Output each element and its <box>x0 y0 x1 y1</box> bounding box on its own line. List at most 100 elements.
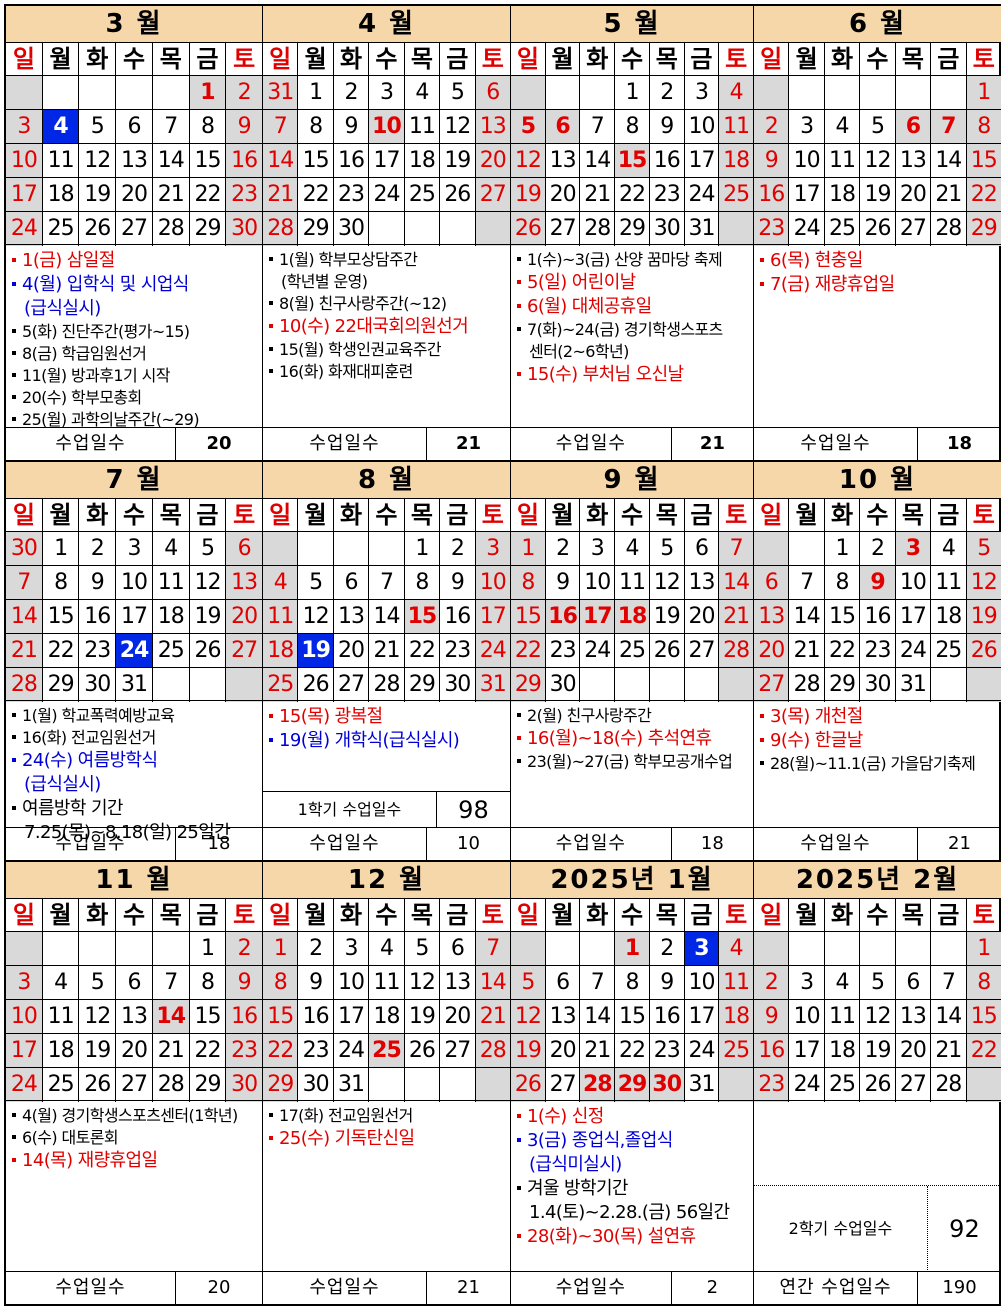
empty-day-cell <box>475 212 510 246</box>
event-list: 1(월) 학부모상담주간 (학년별 운영) 8(월) 친구사랑주간(~12) 10(수… <box>263 244 510 428</box>
empty-day-cell <box>580 76 616 109</box>
day-cell: 25 <box>43 1068 80 1102</box>
event-text: 6(목) 현충일 <box>770 250 863 271</box>
day-cell: 25 <box>43 212 80 246</box>
day-cell: 11 <box>615 566 650 599</box>
event-item: 1(수) 신정 <box>515 1105 749 1129</box>
bullet-icon <box>12 1157 16 1162</box>
event-text: 겨울 방학기간 <box>527 1178 628 1199</box>
day-cell: 1 <box>190 932 227 965</box>
event-item: 15(월) 학생인권교육주간 <box>267 339 506 361</box>
day-cell: 9 <box>226 966 262 999</box>
event-text: 28(화)~30(목) 설연휴 <box>527 1226 696 1247</box>
event-text: 8(월) 친구사랑주간(~12) <box>279 294 447 313</box>
days-count-value: 20 <box>207 1277 231 1298</box>
weekday-label: 화 <box>825 499 861 531</box>
day-cell: 20 <box>546 1034 581 1067</box>
empty-day-cell <box>789 932 825 965</box>
empty-day-cell <box>6 932 43 965</box>
bullet-icon <box>760 257 764 262</box>
month-title: 6 월 <box>754 6 1001 43</box>
bullet-icon <box>517 1113 521 1118</box>
weekday-label: 수 <box>116 499 153 531</box>
weekday-label: 수 <box>116 43 153 75</box>
day-cell: 9 <box>754 144 790 177</box>
day-cell: 6 <box>546 966 581 999</box>
event-item: 5(일) 어린이날 <box>515 271 749 295</box>
day-cell: 27 <box>116 212 153 246</box>
day-cell: 25 <box>719 178 753 211</box>
week-row: 13 14 15 16 17 18 19 <box>754 600 1001 634</box>
day-grid: 30 1 2 3 4 5 6 7 8 9 10 11 12 13 14 15 16 17 18 19 20 21 22 23 2… <box>6 532 262 702</box>
day-cell: 7 <box>931 966 967 999</box>
day-cell: 5 <box>650 532 685 565</box>
day-cell: 3 <box>789 110 825 143</box>
day-cell: 13 <box>116 144 153 177</box>
weekday-label: 일 <box>754 499 790 531</box>
day-cell: 23 <box>334 178 370 211</box>
day-cell: 3 <box>334 932 370 965</box>
week-row: 12 13 14 15 16 17 18 <box>511 144 753 178</box>
days-count-label: 수업일수 <box>263 428 428 460</box>
day-cell: 22 <box>825 634 861 667</box>
bullet-icon <box>269 713 273 718</box>
weekday-label: 일 <box>263 899 299 931</box>
empty-day-cell <box>719 668 753 702</box>
day-cell: 1 <box>615 76 650 109</box>
day-cell: 7 <box>153 110 190 143</box>
weekday-label: 목 <box>896 43 932 75</box>
day-cell: 3 <box>475 532 510 565</box>
event-text: 6(수) 대토론회 <box>22 1128 119 1147</box>
day-cell: 10 <box>475 566 510 599</box>
day-cell: 24 <box>6 212 43 246</box>
weekday-label: 일 <box>6 899 43 931</box>
day-cell: 27 <box>116 1068 153 1102</box>
day-cell: 5 <box>860 966 896 999</box>
day-cell: 16 <box>334 144 370 177</box>
week-row: 8 9 10 11 12 13 14 <box>511 566 753 600</box>
day-cell: 13 <box>546 1000 581 1033</box>
week-row: 8 9 10 11 12 13 14 <box>263 966 510 1000</box>
weekday-label: 일 <box>263 499 299 531</box>
bullet-icon <box>12 351 16 355</box>
days-count-row: 연간 수업일수 190 <box>754 1271 1001 1304</box>
empty-day-cell <box>440 212 476 246</box>
weekday-label: 금 <box>190 499 227 531</box>
weekday-label: 일 <box>6 43 43 75</box>
event-list: 2(월) 친구사랑주간 16(월)~18(수) 추석연휴 23(월)~27(금) 학… <box>511 700 753 828</box>
week-row: 17 18 19 20 21 22 23 <box>6 1034 262 1068</box>
event-text: 24(수) 여름방학식 <box>22 750 158 771</box>
event-text: 25(수) 기독탄신일 <box>279 1128 415 1149</box>
weekday-label: 일 <box>754 899 790 931</box>
day-cell: 8 <box>825 566 861 599</box>
event-item: 6(수) 대토론회 <box>10 1127 258 1149</box>
event-item: 16(월)~18(수) 추석연휴 <box>515 727 749 751</box>
days-count-value: 10 <box>457 833 480 854</box>
day-cell: 18 <box>615 600 650 633</box>
month-block: 11 월 일 월 화 수 목 금 토 1 2 3 4 5 6 7 8 9 10 11 12 13 14 15 16 17 18 19… <box>6 862 263 1304</box>
bullet-icon <box>269 347 273 351</box>
bullet-icon <box>12 757 16 762</box>
days-count-label: 연간 수업일수 <box>754 1272 919 1304</box>
bullet-icon <box>12 417 16 421</box>
day-cell: 18 <box>369 1000 405 1033</box>
day-cell: 13 <box>475 110 510 143</box>
weekday-label: 화 <box>334 899 370 931</box>
day-cell: 11 <box>263 600 299 633</box>
day-cell: 3 <box>369 76 405 109</box>
week-row: 20 21 22 23 24 25 26 <box>754 634 1001 668</box>
weekday-label: 금 <box>440 499 476 531</box>
day-cell: 9 <box>650 966 685 999</box>
day-cell: 7 <box>263 110 299 143</box>
empty-day-cell <box>369 212 405 246</box>
event-item: 4(월) 입학식 및 시업식 <box>10 273 258 297</box>
empty-day-cell <box>475 1068 510 1102</box>
day-cell: 25 <box>369 1034 405 1067</box>
bullet-icon <box>269 301 273 305</box>
week-row: 25 26 27 28 29 30 31 <box>263 668 510 702</box>
day-cell: 18 <box>43 178 80 211</box>
day-cell: 30 <box>298 1068 334 1102</box>
day-cell: 22 <box>190 178 227 211</box>
day-cell: 3 <box>684 932 720 965</box>
week-row: 19 20 21 22 23 24 25 <box>511 178 753 212</box>
